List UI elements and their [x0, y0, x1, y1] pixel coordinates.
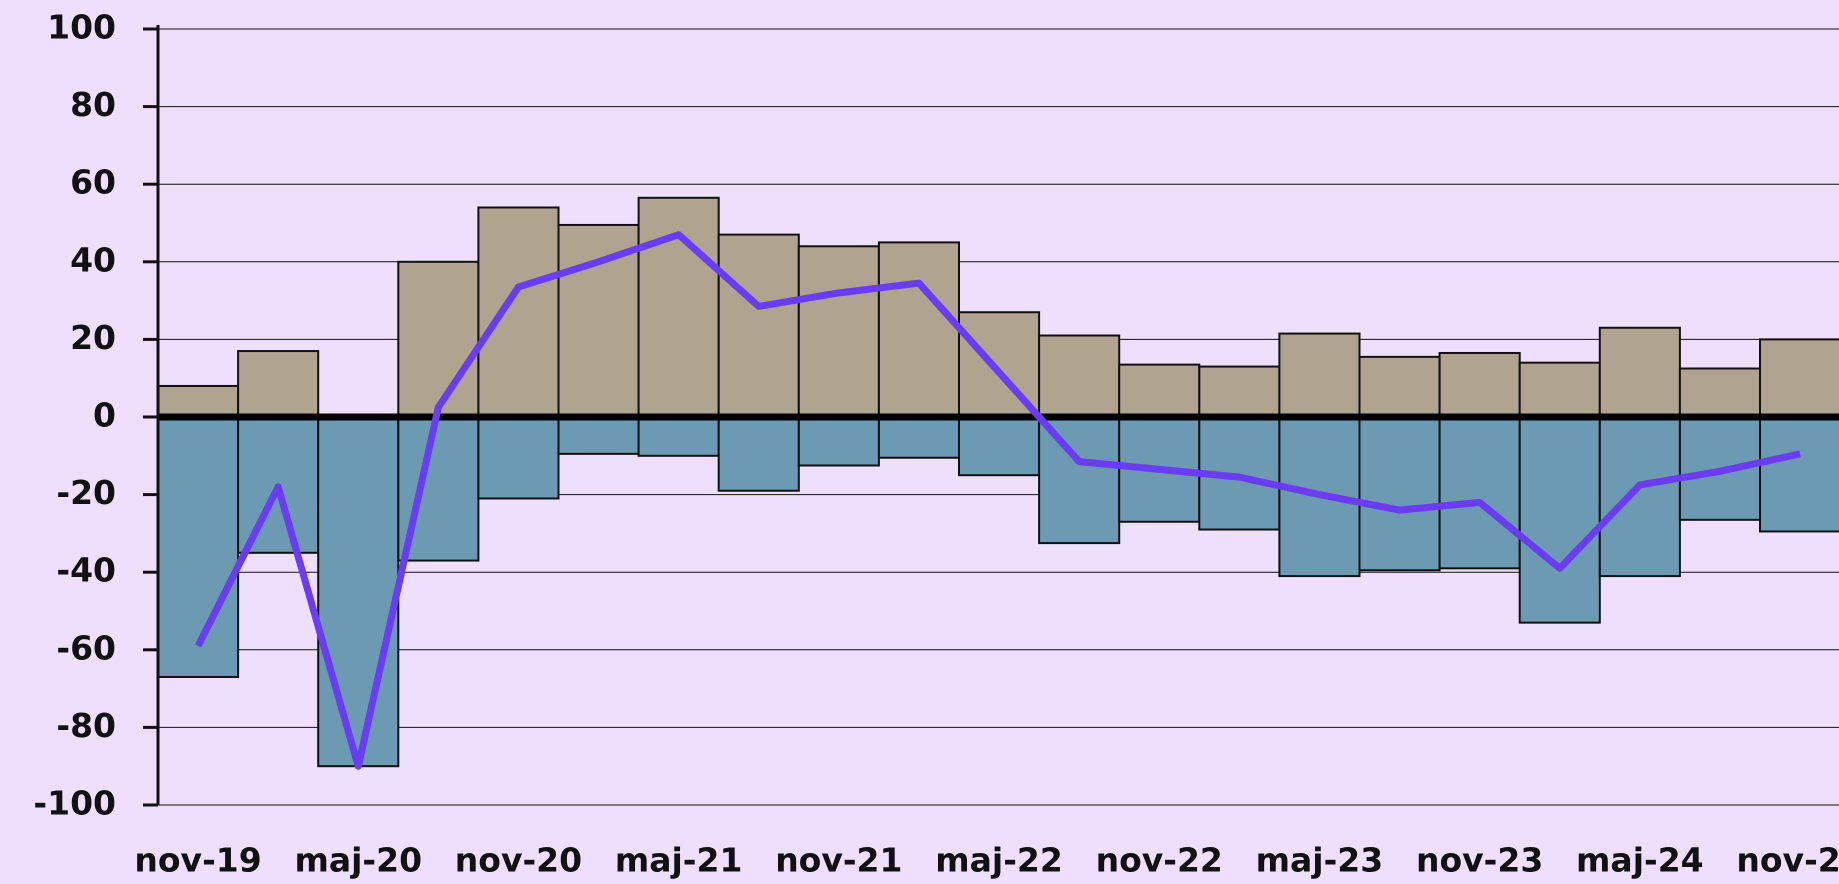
- bar: [1598, 416, 1681, 578]
- bar: [317, 416, 400, 768]
- bar: [1518, 361, 1601, 418]
- bar: [717, 416, 800, 492]
- bar: [1518, 416, 1601, 624]
- bar: [1759, 338, 1839, 418]
- bar: [237, 350, 320, 419]
- y-tick-label: 0: [93, 396, 116, 435]
- y-tick-label: 40: [70, 240, 116, 279]
- bar: [637, 196, 720, 418]
- bar: [717, 233, 800, 418]
- bar: [1038, 334, 1121, 418]
- x-tick-label: maj-21: [615, 841, 743, 880]
- line-series: [194, 231, 1801, 770]
- bar: [1118, 363, 1201, 418]
- y-tick-label: -20: [56, 473, 116, 512]
- y-tick-label: 100: [47, 8, 116, 47]
- y-tick-label: -40: [56, 551, 116, 590]
- y-tick-label: -100: [33, 784, 116, 823]
- bar: [1438, 351, 1521, 419]
- bar: [477, 206, 560, 418]
- bar: [1198, 365, 1281, 418]
- bar: [477, 416, 560, 500]
- bar: [1358, 355, 1441, 418]
- bar: [157, 384, 240, 418]
- x-tick-label: nov-21: [775, 841, 902, 880]
- bar: [797, 416, 880, 467]
- y-tick-label: 20: [70, 318, 116, 357]
- bar: [397, 260, 480, 418]
- bar: [1438, 416, 1521, 570]
- bar: [797, 245, 880, 418]
- bar: [557, 416, 640, 455]
- bar: [637, 416, 720, 457]
- x-tick-label: nov-22: [1096, 841, 1223, 880]
- x-tick-label: nov-20: [455, 841, 582, 880]
- bar: [877, 241, 961, 418]
- x-tick-label: nov-19: [134, 841, 261, 880]
- bar: [1278, 332, 1361, 418]
- y-tick-label: -60: [56, 628, 116, 667]
- x-tick-label: maj-24: [1576, 841, 1704, 880]
- x-tick-label: maj-23: [1256, 841, 1384, 880]
- bar: [157, 416, 240, 678]
- y-tick-label: 80: [70, 85, 116, 124]
- x-tick-label: maj-20: [294, 841, 422, 880]
- x-tick-label: maj-22: [935, 841, 1063, 880]
- y-tick-label: -80: [56, 706, 116, 745]
- y-tick-label: 60: [70, 163, 116, 202]
- bar: [1678, 367, 1762, 418]
- bar: [877, 416, 961, 459]
- bar: [958, 416, 1041, 477]
- bar: [1358, 416, 1441, 572]
- bar: [557, 223, 640, 418]
- x-tick-label: nov-24: [1736, 841, 1839, 880]
- bar: [1759, 416, 1839, 533]
- bar: [1038, 416, 1121, 545]
- x-tick-label: nov-23: [1416, 841, 1543, 880]
- bar: [1598, 326, 1681, 419]
